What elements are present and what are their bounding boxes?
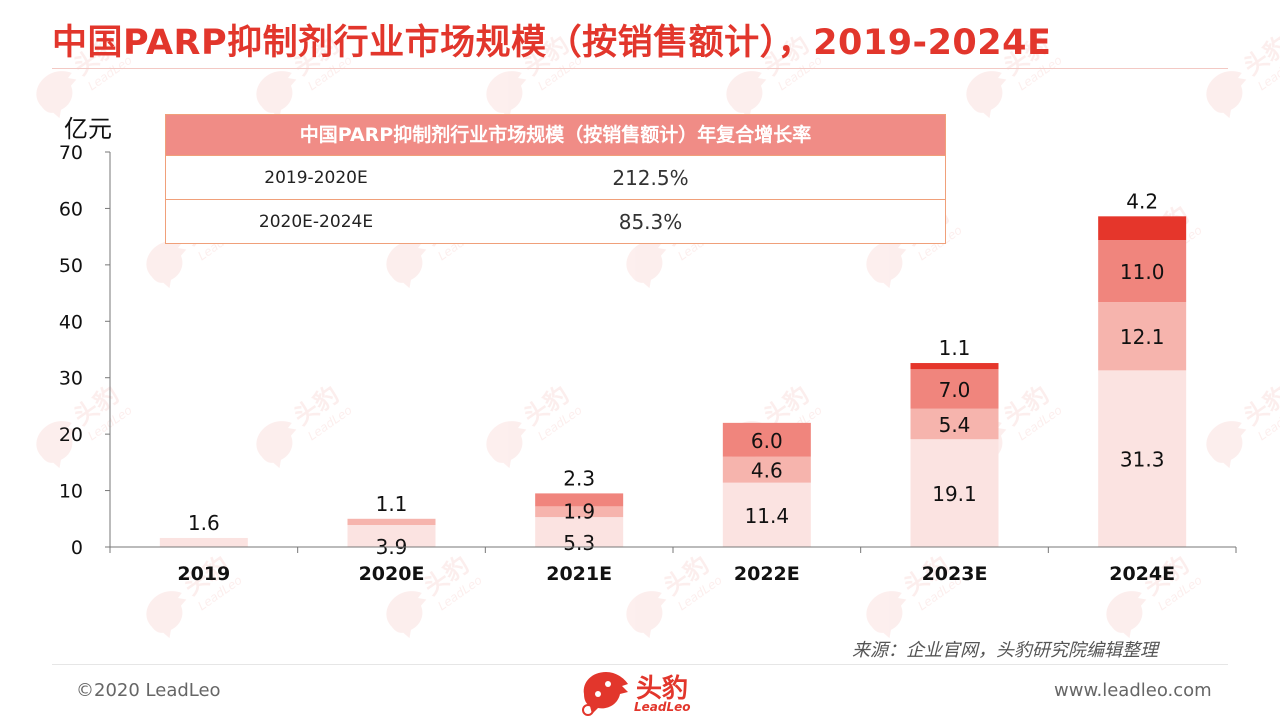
watermark-leopard-icon bbox=[486, 421, 527, 469]
watermark-leopard-icon bbox=[486, 71, 527, 119]
y-tick-label: 60 bbox=[59, 198, 83, 220]
bar-segment bbox=[910, 439, 999, 547]
leopard-head-icon bbox=[582, 672, 628, 716]
bar-segment bbox=[910, 363, 999, 370]
y-axis: 0 10 20 30 40 50 60 70 bbox=[59, 142, 111, 559]
y-axis-unit-label: 亿元 bbox=[64, 115, 112, 143]
data-label: 1.1 bbox=[376, 492, 408, 516]
watermark-leopard-icon bbox=[626, 241, 667, 289]
logo-chinese-text: 头豹 bbox=[636, 674, 689, 704]
y-tick-label: 20 bbox=[59, 424, 83, 446]
data-label: 4.6 bbox=[751, 459, 783, 483]
data-label: 19.1 bbox=[932, 482, 977, 506]
watermark-leopard-icon bbox=[256, 421, 297, 469]
y-tick-label: 0 bbox=[71, 537, 83, 559]
watermark-leopard-icon bbox=[386, 591, 427, 639]
bar-segment bbox=[1098, 370, 1187, 547]
y-tick-label: 70 bbox=[59, 142, 83, 164]
bar-segment bbox=[722, 482, 811, 547]
data-label: 5.3 bbox=[563, 531, 595, 555]
cagr-table-row: 2019-2020E 212.5% bbox=[166, 155, 945, 199]
data-label: 11.4 bbox=[745, 504, 790, 528]
bar-segment bbox=[535, 493, 624, 507]
bar-segment bbox=[910, 369, 999, 409]
data-label: 2.3 bbox=[563, 466, 595, 490]
watermark-leopard-icon bbox=[866, 241, 907, 289]
footer-divider bbox=[52, 664, 1228, 665]
x-tick-label: 2019 bbox=[177, 563, 230, 585]
data-label: 31.3 bbox=[1120, 448, 1165, 472]
watermark-leopard-icon bbox=[36, 421, 77, 469]
cagr-table-row: 2020E-2024E 85.3% bbox=[166, 199, 945, 243]
bar-segment bbox=[1098, 216, 1187, 241]
watermark-leopard-icon bbox=[1206, 421, 1247, 469]
x-tick-label: 2021E bbox=[546, 563, 612, 585]
leadleo-logo: 头豹 LeadLeo bbox=[578, 664, 708, 718]
bar-segment bbox=[535, 506, 624, 518]
bar-segment bbox=[722, 422, 811, 457]
data-label: 5.4 bbox=[939, 413, 971, 437]
watermark-leopard-icon bbox=[36, 71, 77, 119]
bar-segment bbox=[1098, 240, 1187, 303]
data-label: 1.6 bbox=[188, 511, 220, 535]
data-label: 12.1 bbox=[1120, 325, 1165, 349]
data-label: 1.1 bbox=[939, 336, 971, 360]
x-axis: 2019 2020E 2021E 2022E 2023E 2024E bbox=[109, 546, 1237, 585]
bar-segment bbox=[347, 518, 436, 525]
bar-segment bbox=[1098, 302, 1187, 371]
cagr-table: 中国PARP抑制剂行业市场规模（按销售额计）年复合增长率 2019-2020E … bbox=[165, 114, 946, 244]
y-tick-label: 40 bbox=[59, 311, 83, 333]
bar-group: 1.63.91.15.31.92.311.44.66.019.15.47.01.… bbox=[159, 189, 1187, 559]
title-divider bbox=[52, 68, 1228, 69]
y-tick-label: 10 bbox=[59, 481, 83, 503]
x-tick-label: 2023E bbox=[922, 563, 988, 585]
bar-segment bbox=[347, 524, 436, 547]
watermark-leopard-icon bbox=[1206, 71, 1247, 119]
watermark-leopard-icon bbox=[386, 241, 427, 289]
bar-segment bbox=[535, 517, 624, 547]
cagr-period: 2020E-2024E bbox=[258, 211, 374, 232]
copyright-text: ©2020 LeadLeo bbox=[76, 680, 221, 701]
cagr-value: 85.3% bbox=[618, 209, 683, 234]
data-label: 1.9 bbox=[563, 500, 595, 524]
watermark-leopard-icon bbox=[146, 241, 187, 289]
data-label: 6.0 bbox=[751, 429, 783, 453]
x-tick-label: 2022E bbox=[734, 563, 800, 585]
watermark-leopard-icon bbox=[256, 71, 297, 119]
website-url: www.leadleo.com bbox=[1054, 680, 1212, 701]
bar-segment bbox=[159, 537, 248, 547]
y-tick-label: 50 bbox=[59, 255, 83, 277]
cagr-value: 212.5% bbox=[612, 165, 689, 190]
watermark-leopard-icon bbox=[626, 591, 667, 639]
cagr-period: 2019-2020E bbox=[264, 167, 368, 188]
watermark-leopard-icon bbox=[966, 71, 1007, 119]
y-tick-label: 30 bbox=[59, 368, 83, 390]
source-note: 来源：企业官网，头豹研究院编辑整理 bbox=[852, 640, 1158, 661]
logo-english-text: LeadLeo bbox=[634, 700, 691, 714]
cagr-table-header: 中国PARP抑制剂行业市场规模（按销售额计）年复合增长率 bbox=[166, 115, 945, 155]
watermark-leopard-icon bbox=[866, 591, 907, 639]
x-tick-label: 2020E bbox=[359, 563, 425, 585]
watermark-leopard-icon bbox=[1106, 591, 1147, 639]
data-label: 7.0 bbox=[939, 378, 971, 402]
page-title: 中国PARP抑制剂行业市场规模（按销售额计），2019-2024E bbox=[52, 23, 1052, 63]
data-label: 4.2 bbox=[1126, 189, 1158, 213]
bar-segment bbox=[910, 408, 999, 440]
watermark-leopard-icon bbox=[726, 71, 767, 119]
data-label: 11.0 bbox=[1120, 260, 1165, 284]
x-tick-label: 2024E bbox=[1109, 563, 1175, 585]
bar-segment bbox=[722, 456, 811, 483]
watermark-leopard-icon bbox=[146, 591, 187, 639]
